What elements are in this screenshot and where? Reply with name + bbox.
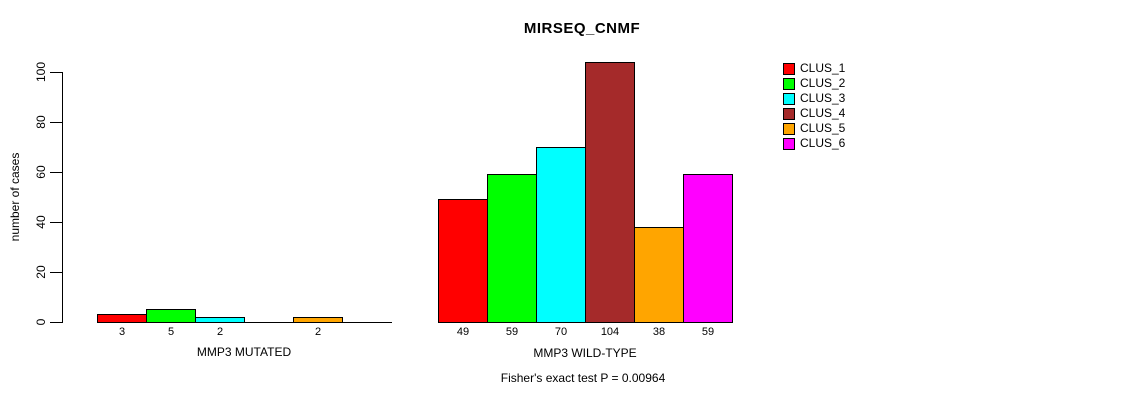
y-tick-label: 20 — [34, 265, 48, 279]
bar-value-label: 59 — [505, 326, 519, 338]
bar-value-label: 49 — [456, 326, 470, 338]
y-tick-label: 80 — [34, 115, 48, 129]
y-tick — [50, 72, 62, 73]
y-tick-label: 60 — [34, 165, 48, 179]
legend-label: CLUS_3 — [800, 91, 846, 105]
y-tick — [50, 222, 62, 223]
bar — [438, 199, 488, 323]
bar — [536, 147, 586, 323]
bar-value-label: 70 — [554, 326, 568, 338]
legend-label: CLUS_5 — [800, 121, 846, 135]
bar — [97, 314, 147, 323]
y-axis-line — [62, 72, 63, 323]
zero-bar-line — [342, 322, 392, 323]
bar — [634, 227, 684, 323]
bar-value-label: 38 — [652, 326, 666, 338]
legend-swatch — [783, 137, 795, 150]
y-tick-label: 40 — [34, 215, 48, 229]
legend-label: CLUS_6 — [800, 136, 846, 150]
y-tick-label: 0 — [34, 318, 48, 326]
annotation-text: Fisher's exact test P = 0.00964 — [500, 371, 666, 385]
legend-item: CLUS_2 — [783, 76, 845, 91]
y-tick — [50, 322, 62, 323]
y-tick-label: 100 — [34, 61, 48, 83]
bar — [487, 174, 537, 323]
bar — [146, 309, 196, 323]
legend-item: CLUS_5 — [783, 121, 845, 136]
y-tick — [50, 172, 62, 173]
legend-swatch — [783, 62, 795, 75]
legend-swatch — [783, 122, 795, 135]
legend-label: CLUS_1 — [800, 61, 846, 75]
bar — [293, 317, 343, 323]
y-tick — [50, 122, 62, 123]
zero-bar-line — [244, 322, 294, 323]
legend-label: CLUS_4 — [800, 106, 846, 120]
x-group-label-mmp3-wild-type: MMP3 WILD-TYPE — [533, 346, 637, 360]
x-group-label-mmp3-mutated: MMP3 MUTATED — [196, 345, 292, 359]
y-tick — [50, 272, 62, 273]
legend-item: CLUS_4 — [783, 106, 845, 121]
legend-swatch — [783, 92, 795, 105]
legend-label: CLUS_2 — [800, 76, 846, 90]
legend-swatch — [783, 107, 795, 120]
bar-value-label: 59 — [701, 326, 715, 338]
bar — [585, 62, 635, 323]
legend-item: CLUS_3 — [783, 91, 845, 106]
bar-value-label: 5 — [167, 326, 175, 338]
legend-item: CLUS_1 — [783, 61, 845, 76]
legend-item: CLUS_6 — [783, 136, 845, 151]
bar — [683, 174, 733, 323]
legend-swatch — [783, 77, 795, 90]
bar-value-label: 2 — [216, 326, 224, 338]
bar-value-label: 2 — [314, 326, 322, 338]
y-axis-label: number of cases — [8, 152, 22, 242]
chart-title: MIRSEQ_CNMF — [523, 20, 641, 37]
bar-value-label: 3 — [118, 326, 126, 338]
bar-value-label: 104 — [600, 326, 620, 338]
bar — [195, 317, 245, 323]
